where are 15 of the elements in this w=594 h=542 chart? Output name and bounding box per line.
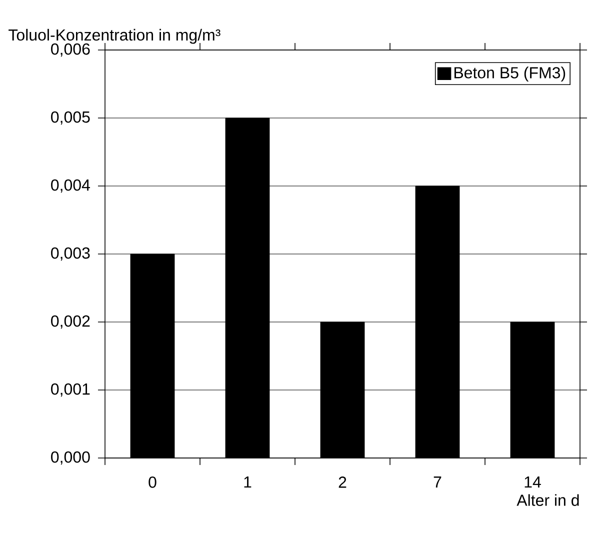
y-tick-label: 0,005	[51, 111, 90, 125]
y-tick-label: 0,000	[51, 451, 90, 465]
y-tick-label: 0,006	[51, 43, 90, 57]
x-tick-label: 7	[434, 476, 442, 488]
legend-label: Beton B5 (FM3)	[454, 66, 566, 82]
y-tick-label: 0,002	[51, 315, 90, 329]
x-tick-label: 0	[148, 476, 156, 488]
y-tick-label: 0,004	[51, 179, 90, 193]
x-tick-label: 14	[524, 476, 541, 488]
x-tick-label: 2	[338, 476, 346, 488]
y-axis-title: Toluol-Konzentration in mg/m³	[8, 28, 220, 44]
y-tick-label: 0,003	[51, 247, 90, 261]
x-axis-title: Alter in d	[516, 494, 579, 506]
y-tick-label: 0,001	[51, 383, 90, 397]
x-tick-label: 1	[244, 476, 252, 488]
